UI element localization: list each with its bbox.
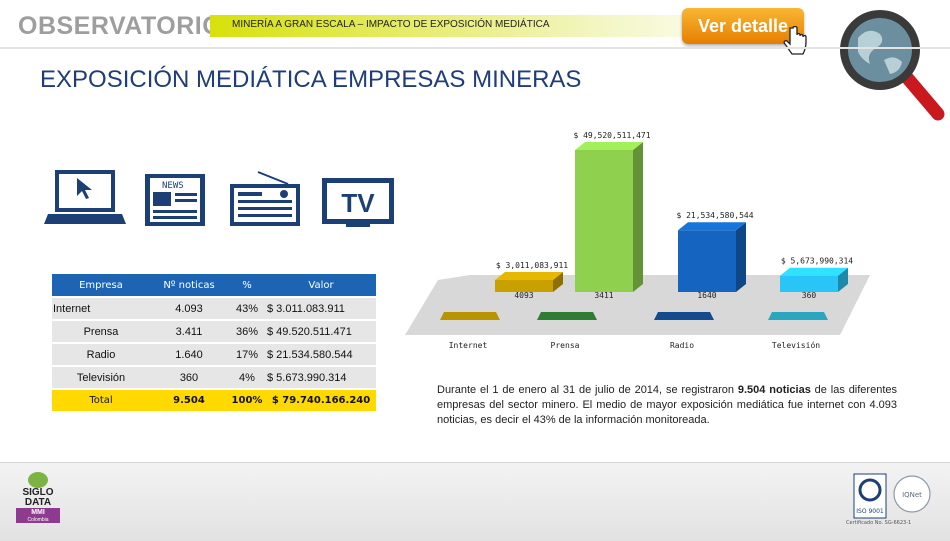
- x-tick-label: Radio: [670, 341, 694, 350]
- table-cell: 1.640: [150, 344, 228, 365]
- header-subtitle: MINERÍA A GRAN ESCALA – IMPACTO DE EXPOS…: [232, 19, 550, 30]
- table-cell: 4.093: [150, 298, 228, 319]
- table-cell: $ 79.740.166.240: [266, 390, 376, 411]
- brand-logo: OBSERVATORIO: [18, 12, 223, 40]
- bar-base: [537, 312, 597, 320]
- hand-pointer-icon: [783, 26, 807, 55]
- iqnet-label: IQNet: [902, 491, 922, 499]
- table-cell: Televisión: [52, 367, 150, 388]
- certification-label: Certificado No. SG-6623-1: [846, 520, 912, 526]
- table-cell: 17%: [228, 344, 266, 365]
- globe-magnifier-icon: [840, 10, 945, 121]
- table-header: Valor: [266, 274, 376, 296]
- bar-chart: $ 3,011,083,911 4093 Internet $ 49,520,511,…: [405, 131, 870, 350]
- siglo-data-logo: SIGLO DATA MMI Colombia: [16, 472, 60, 524]
- bar-value-label: $ 49,520,511,471: [573, 131, 650, 140]
- table-cell: $ 3.011.083.911: [266, 298, 376, 319]
- bar-count-label: 1640: [697, 291, 716, 300]
- data-table: Empresa Nº noticas % Valor Internet 4.09…: [52, 272, 376, 413]
- bar-side: [736, 222, 746, 292]
- x-tick-label: Prensa: [551, 341, 580, 350]
- laptop-icon: [44, 170, 126, 224]
- bar-top: [495, 272, 563, 280]
- detail-button[interactable]: Ver detalle: [682, 8, 804, 44]
- tv-label: TV: [341, 188, 375, 218]
- table-row: Televisión 360 4% $ 5.673.990.314: [52, 367, 376, 388]
- table-cell: 9.504: [150, 390, 228, 411]
- iso-label: ISO 9001: [856, 508, 884, 515]
- x-tick-label: Televisión: [772, 340, 820, 350]
- table-cell: Internet: [52, 298, 150, 319]
- header-bar: [210, 15, 770, 37]
- table-row: Internet 4.093 43% $ 3.011.083.911: [52, 298, 376, 319]
- bar-top: [780, 267, 848, 276]
- bar-value-label: $ 3,011,083,911: [496, 261, 568, 270]
- summary-part: Durante el 1 de enero al 31 de julio de …: [437, 384, 738, 396]
- table-cell: 100%: [228, 390, 266, 411]
- bar-count-label: 360: [802, 291, 817, 300]
- table-row: Prensa 3.411 36% $ 49.520.511.471: [52, 321, 376, 342]
- bar-side: [553, 272, 563, 292]
- certification-seals: ISO 9001 IQNet: [853, 473, 931, 519]
- table-cell: 360: [150, 367, 228, 388]
- radio-icon: [230, 171, 300, 226]
- summary-text: Durante el 1 de enero al 31 de julio de …: [437, 383, 897, 428]
- table-total-row: Total 9.504 100% $ 79.740.166.240: [52, 390, 376, 411]
- table-cell: Radio: [52, 344, 150, 365]
- bar-top: [678, 222, 746, 231]
- table-header-row: Empresa Nº noticas % Valor: [52, 274, 376, 296]
- table-cell: $ 49.520.511.471: [266, 321, 376, 342]
- bar-side: [633, 142, 643, 292]
- bar-base: [768, 312, 828, 320]
- table-cell: $ 21.534.580.544: [266, 344, 376, 365]
- table-header: Nº noticas: [150, 274, 228, 296]
- bar-base: [654, 312, 714, 320]
- table-row: Radio 1.640 17% $ 21.534.580.544: [52, 344, 376, 365]
- table-cell: 43%: [228, 298, 266, 319]
- logo-line: Colombia: [16, 517, 60, 523]
- bar-radio: [678, 230, 736, 292]
- news-label: NEWS: [162, 181, 184, 191]
- table-cell: 3.411: [150, 321, 228, 342]
- footer: [0, 462, 950, 541]
- logo-line: MMI: [16, 508, 60, 517]
- table-cell: Total: [52, 390, 150, 411]
- bar-top: [575, 142, 643, 150]
- table-cell: $ 5.673.990.314: [266, 367, 376, 388]
- summary-part: de las diferentes empresas del sector mi…: [437, 384, 898, 426]
- bar-televisión: [780, 275, 838, 292]
- newspaper-icon: NEWS: [145, 174, 205, 226]
- bar-base: [440, 312, 500, 320]
- table-cell: 4%: [228, 367, 266, 388]
- bar-value-label: $ 21,534,580,544: [676, 211, 753, 220]
- table-header: %: [228, 274, 266, 296]
- bar-count-label: 4093: [514, 291, 533, 300]
- tv-icon: TV: [322, 178, 394, 227]
- bar-value-label: $ 5,673,990,314: [781, 257, 853, 266]
- logo-line: DATA: [24, 497, 52, 508]
- summary-highlight: 9.504 noticias: [737, 384, 811, 396]
- table-header: Empresa: [52, 274, 150, 296]
- page-title: EXPOSICIÓN MEDIÁTICA EMPRESAS MINERAS: [40, 66, 582, 93]
- media-icons: NEWS TV: [44, 170, 394, 227]
- bar-side: [838, 267, 848, 292]
- bar-internet: [495, 280, 553, 292]
- table-cell: Prensa: [52, 321, 150, 342]
- bar-count-label: 3411: [594, 291, 613, 300]
- logo-line: SIGLO: [22, 487, 54, 498]
- header-divider: [0, 47, 950, 49]
- table-cell: 36%: [228, 321, 266, 342]
- x-tick-label: Internet: [449, 341, 488, 350]
- bar-prensa: [575, 150, 633, 292]
